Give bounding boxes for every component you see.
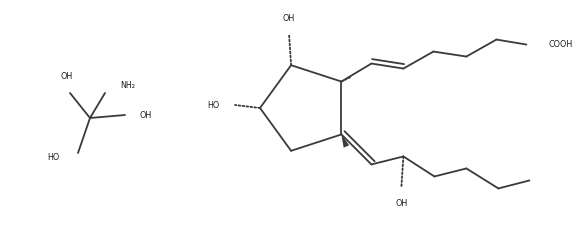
Text: OH: OH <box>140 110 152 119</box>
Polygon shape <box>342 134 349 148</box>
Text: NH₂: NH₂ <box>120 80 135 89</box>
Text: HO: HO <box>208 100 220 109</box>
Text: COOH: COOH <box>548 40 573 49</box>
Text: OH: OH <box>283 14 296 23</box>
Text: OH: OH <box>61 72 73 81</box>
Text: OH: OH <box>395 199 408 208</box>
Text: HO: HO <box>48 154 60 163</box>
